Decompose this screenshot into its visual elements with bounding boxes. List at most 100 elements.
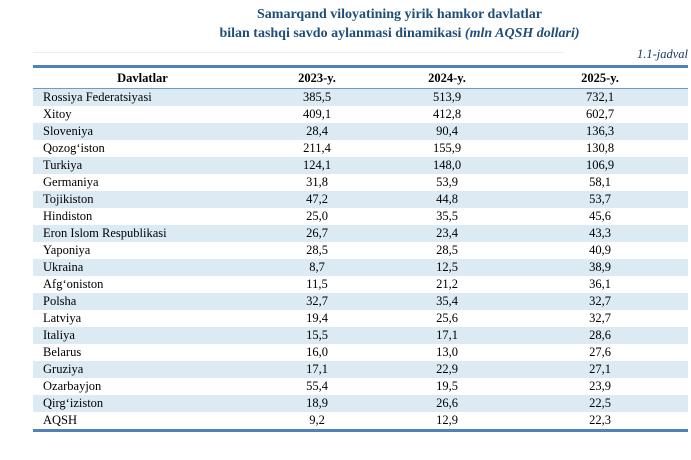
table-row: Sloveniya 28,4 90,4 136,3 — [33, 123, 688, 140]
value-cell: 19,4 — [306, 311, 328, 325]
value-cell: 53,9 — [436, 175, 458, 189]
value-cell: 21,2 — [436, 277, 458, 291]
title-line-2-regular: bilan tashqi savdo aylanmasi dinamikasi — [219, 26, 465, 41]
table-row: Qozogʻiston 211,4 155,9 130,8 — [33, 140, 688, 157]
document-title: Samarqand viloyatining yirik hamkor davl… — [108, 5, 691, 43]
value-cell: 28,4 — [306, 124, 328, 138]
value-cell: 136,3 — [585, 124, 615, 138]
header-2025: 2025-y. — [512, 66, 688, 89]
title-line-1: Samarqand viloyatining yirik hamkor davl… — [257, 7, 542, 22]
value-cell: 26,7 — [306, 226, 328, 240]
trade-table: Davlatlar 2023-y. 2024-y. 2025-y. Rossiy… — [33, 65, 688, 432]
table-row: Ukraina 8,7 12,5 38,9 — [33, 259, 688, 276]
table-row: Hindiston 25,0 35,5 45,6 — [33, 208, 688, 225]
country-cell: Qirgʻiziston — [43, 396, 104, 410]
value-cell: 23,4 — [436, 226, 458, 240]
value-cell: 412,8 — [432, 107, 462, 121]
table-row: Xitoy 409,1 412,8 602,7 — [33, 106, 688, 123]
country-cell: Belarus — [43, 345, 82, 359]
table-row: Italiya 15,5 17,1 28,6 — [33, 327, 688, 344]
country-cell: Hindiston — [43, 209, 93, 223]
value-cell: 22,5 — [589, 396, 611, 410]
country-cell: AQSH — [43, 413, 78, 427]
title-line-2: bilan tashqi savdo aylanmasi dinamikasi … — [108, 24, 691, 43]
value-cell: 27,6 — [589, 345, 611, 359]
value-cell: 43,3 — [589, 226, 611, 240]
table-row: Turkiya 124,1 148,0 106,9 — [33, 157, 688, 174]
value-cell: 35,5 — [436, 209, 458, 223]
value-cell: 22,3 — [589, 413, 611, 427]
value-cell: 25,0 — [306, 209, 328, 223]
value-cell: 9,2 — [309, 413, 325, 427]
divider-line — [33, 52, 565, 53]
table-row: Eron Islom Respublikasi 26,7 23,4 43,3 — [33, 225, 688, 242]
value-cell: 38,9 — [589, 260, 611, 274]
table-row: Germaniya 31,8 53,9 58,1 — [33, 174, 688, 191]
country-cell: Qozogʻiston — [43, 141, 105, 155]
value-cell: 13,0 — [436, 345, 458, 359]
value-cell: 732,1 — [585, 90, 615, 104]
country-cell: Sloveniya — [43, 124, 93, 138]
title-line-2-italic: (mln AQSH dollari) — [464, 26, 580, 41]
table-number-label: 1.1-jadval — [636, 47, 688, 61]
value-cell: 53,7 — [589, 192, 611, 206]
country-cell: Germaniya — [43, 175, 99, 189]
value-cell: 32,7 — [589, 294, 611, 308]
value-cell: 155,9 — [432, 141, 462, 155]
value-cell: 16,0 — [306, 345, 328, 359]
value-cell: 28,6 — [589, 328, 611, 342]
country-cell: Yaponiya — [43, 243, 91, 257]
header-row: Davlatlar 2023-y. 2024-y. 2025-y. — [33, 66, 688, 89]
value-cell: 409,1 — [302, 107, 332, 121]
value-cell: 28,5 — [306, 243, 328, 257]
table-row: Belarus 16,0 13,0 27,6 — [33, 344, 688, 361]
value-cell: 513,9 — [432, 90, 462, 104]
table-row: Ozarbayjon 55,4 19,5 23,9 — [33, 378, 688, 395]
value-cell: 22,9 — [436, 362, 458, 376]
country-cell: Italiya — [43, 328, 75, 342]
value-cell: 124,1 — [302, 158, 332, 172]
table-row: Tojikiston 47,2 44,8 53,7 — [33, 191, 688, 208]
country-cell: Ozarbayjon — [43, 379, 102, 393]
value-cell: 12,9 — [436, 413, 458, 427]
value-cell: 31,8 — [306, 175, 328, 189]
value-cell: 47,2 — [306, 192, 328, 206]
country-cell: Xitoy — [43, 107, 72, 121]
table-row: Gruziya 17,1 22,9 27,1 — [33, 361, 688, 378]
value-cell: 15,5 — [306, 328, 328, 342]
value-cell: 385,5 — [302, 90, 332, 104]
country-cell: Polsha — [43, 294, 77, 308]
value-cell: 23,9 — [589, 379, 611, 393]
header-countries: Davlatlar — [33, 66, 252, 89]
value-cell: 148,0 — [432, 158, 462, 172]
value-cell: 32,7 — [306, 294, 328, 308]
country-cell: Afgʻoniston — [43, 277, 104, 291]
value-cell: 26,6 — [436, 396, 458, 410]
value-cell: 55,4 — [306, 379, 328, 393]
value-cell: 130,8 — [585, 141, 615, 155]
value-cell: 11,5 — [306, 277, 328, 291]
table-row: Rossiya Federatsiyasi 385,5 513,9 732,1 — [33, 88, 688, 106]
table-body: Rossiya Federatsiyasi 385,5 513,9 732,1 Xito… — [33, 88, 688, 431]
country-cell: Gruziya — [43, 362, 84, 376]
value-cell: 17,1 — [306, 362, 328, 376]
value-cell: 45,6 — [589, 209, 611, 223]
value-cell: 17,1 — [436, 328, 458, 342]
value-cell: 58,1 — [589, 175, 611, 189]
value-cell: 35,4 — [436, 294, 458, 308]
value-cell: 28,5 — [436, 243, 458, 257]
country-cell: Ukraina — [43, 260, 84, 274]
value-cell: 40,9 — [589, 243, 611, 257]
table-row: AQSH 9,2 12,9 22,3 — [33, 412, 688, 431]
table-row: Qirgʻiziston 18,9 26,6 22,5 — [33, 395, 688, 412]
header-2024: 2024-y. — [382, 66, 512, 89]
country-cell: Turkiya — [43, 158, 83, 172]
value-cell: 36,1 — [589, 277, 611, 291]
table-row: Afgʻoniston 11,5 21,2 36,1 — [33, 276, 688, 293]
country-cell: Eron Islom Respublikasi — [43, 226, 167, 240]
value-cell: 19,5 — [436, 379, 458, 393]
country-cell: Latviya — [43, 311, 82, 325]
header-2023: 2023-y. — [252, 66, 382, 89]
value-cell: 44,8 — [436, 192, 458, 206]
table-row: Latviya 19,4 25,6 32,7 — [33, 310, 688, 327]
